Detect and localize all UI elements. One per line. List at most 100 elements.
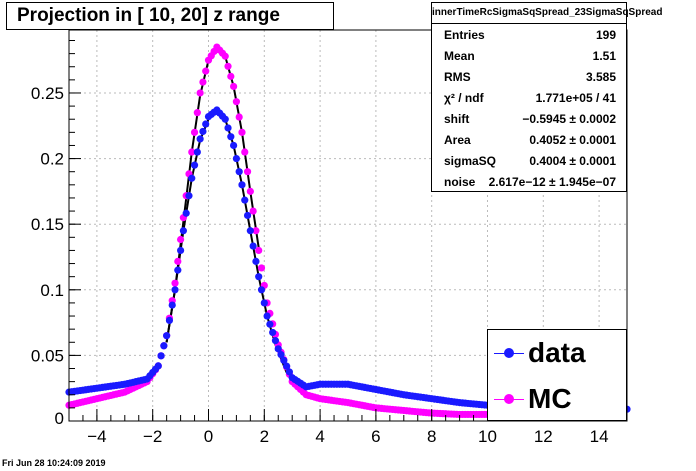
mc-point [224, 62, 232, 70]
mc-point [257, 264, 266, 272]
data-point [238, 181, 246, 189]
mc-point [202, 67, 210, 75]
x-tick-label: 8 [427, 427, 436, 446]
x-tick-label: 14 [590, 427, 609, 446]
mc-point [232, 98, 240, 106]
stats-key: RMS [444, 70, 471, 84]
x-tick-label: 0 [204, 427, 213, 446]
mc-point [252, 227, 260, 235]
mc-point [249, 207, 257, 215]
chart-title: Projection in [ 10, 20] z range [6, 2, 334, 30]
data-point [165, 316, 174, 325]
stats-value: 0.4004 ± 0.0001 [529, 154, 616, 168]
mc-point [255, 246, 263, 255]
data-point [179, 227, 187, 235]
stats-value: 1.51 [592, 49, 616, 63]
data-point [221, 115, 229, 123]
legend-marker-mc [504, 394, 514, 404]
data-point [224, 124, 232, 132]
data-point [230, 141, 238, 150]
mc-point [235, 113, 243, 121]
mc-point [174, 257, 182, 265]
data-point [227, 133, 235, 141]
stats-box: innerTimeRcSigmaSqSpread_23SigmaSqSpread… [431, 2, 662, 192]
mc-point [190, 128, 199, 136]
mc-point [177, 235, 185, 244]
data-point [266, 320, 274, 328]
stats-row: Area 0.4052 ± 0.0001 [432, 129, 626, 150]
data-point [274, 345, 282, 353]
timestamp-footer: Fri Jun 28 10:24:09 2019 [2, 458, 106, 468]
legend-item-mc: MC [488, 376, 626, 422]
stats-row: sigmaSQ 0.4004 ± 0.0001 [432, 150, 626, 171]
y-tick-label: 0.05 [31, 346, 64, 365]
legend: data MC [487, 329, 627, 421]
data-point [232, 154, 240, 163]
x-tick-label: 12 [534, 427, 553, 446]
mc-point [246, 187, 254, 195]
data-point [154, 362, 162, 370]
data-point [285, 368, 294, 376]
data-point [235, 168, 243, 176]
stats-value: −0.5945 ± 0.0002 [522, 112, 616, 126]
data-point [196, 135, 204, 143]
data-point [182, 209, 190, 217]
legend-label-mc: MC [528, 383, 572, 414]
data-point [168, 301, 176, 309]
data-point [271, 337, 280, 345]
stats-name: innerTimeRcSigmaSqSpread_23SigmaSqSpread [432, 3, 662, 24]
mc-point [188, 148, 196, 156]
data-point [185, 192, 193, 200]
mc-point [199, 78, 207, 86]
data-point [188, 174, 196, 182]
stats-row: Entries 199 [432, 24, 626, 45]
x-tick-label: 4 [315, 427, 324, 446]
mc-point [193, 109, 201, 117]
stats-row: shift −0.5945 ± 0.0002 [432, 108, 626, 129]
stats-key: noise [444, 175, 476, 189]
stats-key: Entries [444, 28, 485, 42]
data-point [280, 356, 288, 364]
stats-row: χ² / ndf 1.771e+05 / 41 [432, 87, 626, 108]
mc-point [241, 148, 249, 156]
mc-point [230, 82, 238, 91]
data-point [241, 196, 249, 204]
data-point [160, 342, 168, 350]
fit-curve [165, 109, 288, 373]
data-point [177, 246, 185, 255]
data-point [255, 273, 263, 281]
data-point [157, 352, 165, 360]
data-point [260, 299, 268, 307]
x-tick-label: −4 [87, 427, 106, 446]
stats-row: Mean 1.51 [432, 45, 626, 66]
mc-point [221, 52, 229, 60]
data-point [202, 120, 210, 128]
stats-key: shift [444, 112, 470, 126]
data-point [243, 211, 252, 220]
x-tick-label: 10 [478, 427, 497, 446]
stats-value: 199 [595, 28, 616, 42]
data-point [249, 242, 257, 250]
mc-point [238, 128, 246, 136]
y-tick-label: 0.15 [31, 215, 64, 234]
stats-value: 2.617e−12 ± 1.945e−07 [488, 175, 616, 189]
stats-key: sigmaSQ [444, 154, 497, 168]
data-point [193, 148, 201, 156]
data-point [174, 266, 182, 274]
mc-point [171, 279, 179, 287]
stats-row: RMS 3.585 [432, 66, 626, 87]
x-tick-label: −2 [143, 427, 162, 446]
data-point [163, 332, 171, 340]
fit-curve [165, 45, 260, 343]
stats-key: χ² / ndf [444, 91, 484, 105]
tick-marks: −4 −2 0 2 4 6 8 10 12 14 0.05 0.1 0.15 0.2 0.25 0 [31, 39, 628, 446]
y-tick-label-zero: 0 [55, 409, 64, 428]
data-point [171, 286, 179, 294]
data-point [199, 127, 207, 136]
legend-item-data: data [488, 330, 626, 376]
data-point [257, 286, 266, 294]
stats-value: 3.585 [585, 70, 616, 84]
data-point [246, 227, 254, 235]
data-point [190, 161, 199, 169]
y-tick-label: 0.25 [31, 84, 64, 103]
